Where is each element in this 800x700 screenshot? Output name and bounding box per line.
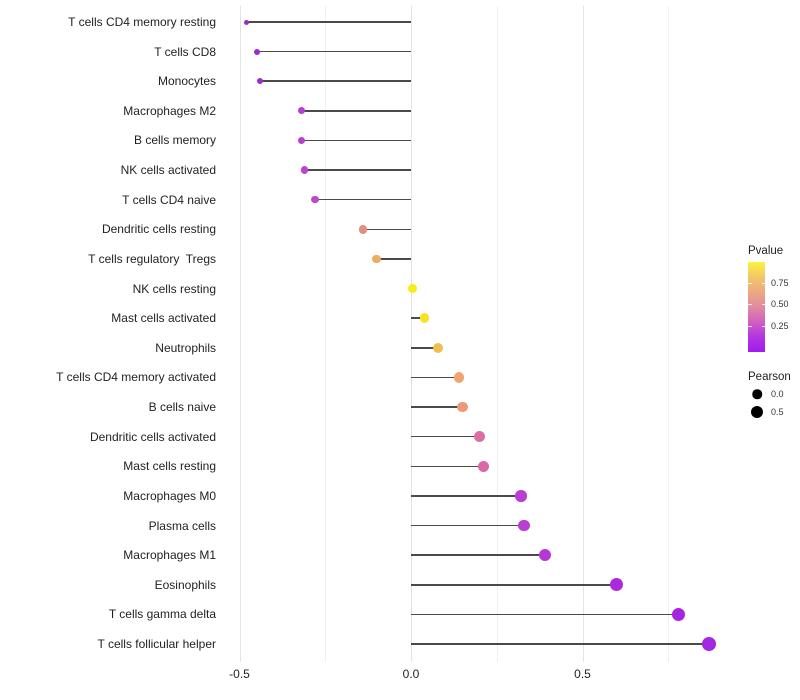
pvalue-tick-label: 0.75 xyxy=(771,277,789,288)
pvalue-legend-title: Pvalue xyxy=(748,245,784,257)
y-axis-label: Dendritic cells activated xyxy=(89,429,216,444)
lollipop-stem xyxy=(246,21,411,23)
data-point-dot xyxy=(358,225,368,234)
y-axis-label: Neutrophils xyxy=(155,340,216,355)
pvalue-tick-label: 0.25 xyxy=(771,320,789,331)
data-point-dot xyxy=(253,48,260,55)
y-axis-label: T cells CD8 xyxy=(154,44,216,59)
data-point-dot xyxy=(474,431,486,443)
lollipop-stem xyxy=(411,643,710,645)
y-axis-label: Plasma cells xyxy=(148,518,216,533)
y-axis-label: T cells gamma delta xyxy=(108,607,216,622)
data-point-dot xyxy=(243,19,249,25)
minor-gridline xyxy=(668,6,670,662)
pearson-legend-title: Pearson xyxy=(748,371,791,383)
y-axis-label: T cells CD4 naive xyxy=(122,192,216,207)
data-point-dot xyxy=(408,284,418,294)
pearson-legend-dot xyxy=(751,405,763,418)
x-axis-tick-label: 0.0 xyxy=(402,667,420,681)
lollipop-stem xyxy=(411,347,439,349)
data-point-dot xyxy=(256,77,264,85)
data-point-dot xyxy=(518,519,530,532)
lollipop-stem xyxy=(256,50,411,53)
pearson-tick-label: 0.0 xyxy=(771,389,784,399)
data-point-dot xyxy=(610,578,624,592)
y-axis-label: T cells CD4 memory resting xyxy=(68,15,216,29)
lollipop-stem xyxy=(411,465,484,468)
y-axis-label: T cells CD4 memory activated xyxy=(56,370,216,385)
y-axis-label: Macrophages M0 xyxy=(123,488,216,503)
lollipop-stem xyxy=(411,613,679,616)
gradient-tick xyxy=(761,304,765,306)
x-axis-tick-label: 0.5 xyxy=(574,667,591,681)
minor-gridline xyxy=(496,6,498,662)
gradient-tick xyxy=(761,325,765,327)
pvalue-tick-label: 0.50 xyxy=(771,299,789,310)
y-axis-label: Mast cells activated xyxy=(111,311,216,326)
lollipop-stem xyxy=(411,317,425,319)
lollipop-stem xyxy=(411,495,521,497)
lollipop-stem xyxy=(362,228,411,231)
data-point-dot xyxy=(538,549,551,562)
y-axis-label: B cells memory xyxy=(133,133,216,148)
data-point-dot xyxy=(297,136,305,144)
data-point-dot xyxy=(300,166,309,174)
data-point-dot xyxy=(453,372,465,383)
data-point-dot xyxy=(702,637,717,652)
y-axis-label: Mast cells resting xyxy=(123,459,216,474)
lollipop-stem xyxy=(301,110,411,112)
data-point-dot xyxy=(297,107,305,115)
y-axis-label: NK cells resting xyxy=(132,281,216,296)
minor-gridline xyxy=(325,6,327,662)
lollipop-stem xyxy=(304,169,411,171)
data-point-dot xyxy=(433,342,444,353)
lollipop-stem xyxy=(411,406,463,408)
plot-panel xyxy=(222,6,732,662)
lollipop-stem xyxy=(411,376,460,379)
y-axis-label: T cells regulatory Tregs xyxy=(88,251,216,266)
data-point-dot xyxy=(477,460,489,472)
major-gridline xyxy=(582,6,584,662)
data-point-dot xyxy=(372,254,381,264)
data-point-dot xyxy=(419,313,430,323)
y-axis-label: Monocytes xyxy=(157,74,216,89)
gradient-tick xyxy=(748,282,752,284)
lollipop-stem xyxy=(411,524,525,527)
data-point-dot xyxy=(671,607,686,622)
y-axis-label: NK cells activated xyxy=(120,163,216,178)
lollipop-stem xyxy=(260,80,411,82)
data-point-dot xyxy=(515,490,527,502)
pearson-tick-label: 0.5 xyxy=(771,406,784,417)
y-axis-label: T cells follicular helper xyxy=(97,637,217,652)
lollipop-stem xyxy=(411,584,617,586)
y-axis-label: Macrophages M1 xyxy=(123,548,216,563)
gradient-tick xyxy=(748,304,752,306)
lollipop-stem xyxy=(411,435,480,438)
lollipop-stem xyxy=(411,554,545,556)
gradient-tick xyxy=(761,282,765,284)
data-point-dot xyxy=(457,401,468,413)
lollipop-stem xyxy=(376,258,411,260)
lollipop-stem xyxy=(301,139,411,142)
y-axis-label: Eosinophils xyxy=(154,577,216,592)
major-gridline xyxy=(239,6,241,662)
major-gridline xyxy=(411,6,412,662)
gradient-tick xyxy=(748,325,752,327)
lollipop-stem xyxy=(314,198,411,201)
x-axis-tick-label: -0.5 xyxy=(229,667,250,681)
data-point-dot xyxy=(311,195,319,204)
pearson-legend-dot xyxy=(752,389,762,399)
y-axis-label: Macrophages M2 xyxy=(123,103,216,118)
pvalue-gradient-bar xyxy=(748,262,765,352)
y-axis-label: B cells naive xyxy=(148,400,216,415)
y-axis-label: Dendritic cells resting xyxy=(101,222,216,237)
